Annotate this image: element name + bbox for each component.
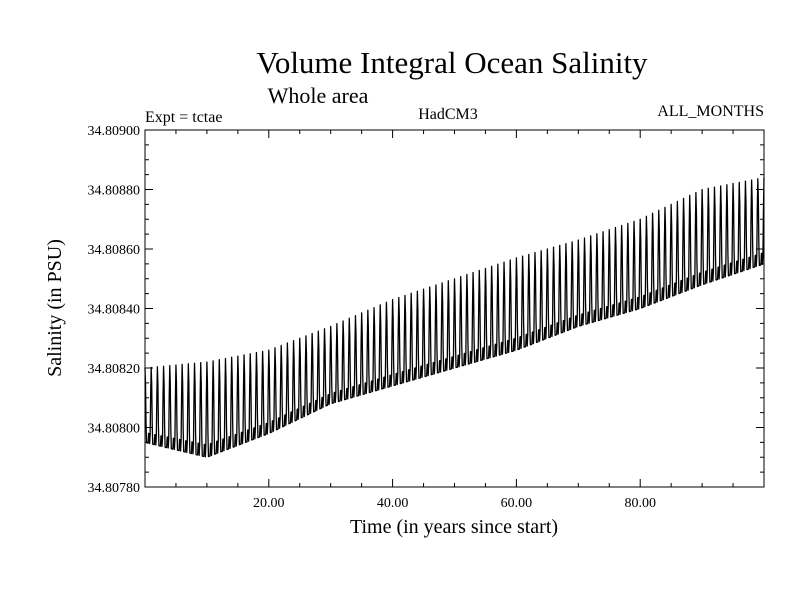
x-tick-label: 80.00 [624, 496, 656, 511]
x-tick-label: 40.00 [377, 496, 409, 511]
y-tick-label: 34.80780 [88, 481, 141, 496]
chart-subtitle: Whole area [268, 83, 369, 108]
x-tick-label: 60.00 [501, 496, 533, 511]
annotation-months: ALL_MONTHS [657, 103, 764, 120]
y-tick-label: 34.80880 [88, 184, 141, 199]
x-axis-label: Time (in years since start) [350, 516, 558, 538]
x-tick-label: 20.00 [253, 496, 285, 511]
y-tick-label: 34.80860 [88, 243, 141, 258]
y-tick-label: 34.80820 [88, 362, 141, 377]
x-axis: 20.00 40.00 60.00 80.00 [144, 130, 765, 511]
y-axis: 34.80780 34.80800 34.80820 34.80840 34.80860… [88, 124, 764, 496]
salinity-series-line [144, 177, 765, 458]
y-tick-label: 34.80840 [88, 303, 141, 318]
chart-title: Volume Integral Ocean Salinity [256, 45, 648, 80]
y-axis-label: Salinity (in PSU) [44, 239, 66, 377]
y-tick-label: 34.80800 [88, 422, 141, 437]
annotation-model: HadCM3 [418, 106, 478, 123]
y-tick-label: 34.80900 [88, 124, 141, 139]
annotation-experiment: Expt = tctae [145, 109, 222, 126]
